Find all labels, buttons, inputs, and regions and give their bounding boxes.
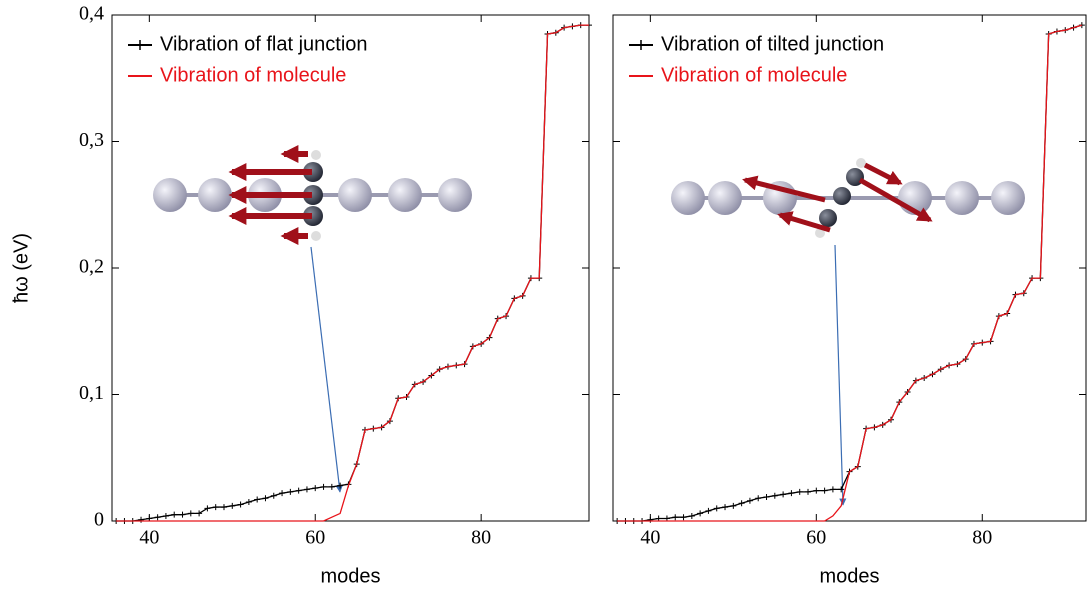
point-marker <box>738 500 745 507</box>
y-tick-label: 0 <box>94 509 104 531</box>
point-marker <box>320 483 327 490</box>
plot-frame <box>612 14 1087 522</box>
point-marker <box>303 486 310 493</box>
point-marker <box>212 504 219 511</box>
point-marker <box>204 505 211 512</box>
point-marker <box>254 496 261 503</box>
point-marker <box>138 516 145 523</box>
x-tick-label: 60 <box>305 527 325 549</box>
point-marker <box>722 504 729 511</box>
point-marker <box>337 482 344 489</box>
point-marker <box>838 486 845 493</box>
legend-label: Vibration of molecule <box>661 64 847 86</box>
point-marker <box>295 487 302 494</box>
plot-area <box>614 22 1085 524</box>
x-tick-label: 40 <box>139 527 159 549</box>
point-marker <box>287 488 294 495</box>
point-marker <box>229 502 236 509</box>
y-tick-label: 0,4 <box>79 3 104 25</box>
y-tick-label: 0,3 <box>79 129 104 151</box>
x-axis-label: modes <box>320 565 380 587</box>
point-marker <box>162 512 169 519</box>
point-marker <box>647 516 654 523</box>
point-marker <box>237 501 244 508</box>
point-marker <box>763 493 770 500</box>
point-marker <box>713 505 720 512</box>
point-marker <box>829 486 836 493</box>
x-tick-label: 80 <box>471 527 491 549</box>
point-marker <box>755 495 762 502</box>
plot-area <box>113 22 592 524</box>
legend-label: Vibration of tilted junction <box>661 33 884 55</box>
point-marker <box>312 485 319 492</box>
legend-label: Vibration of flat junction <box>160 33 368 55</box>
series-line <box>116 24 589 522</box>
point-marker <box>171 511 178 518</box>
point-marker <box>771 492 778 499</box>
point-marker <box>279 490 286 497</box>
point-marker <box>245 499 252 506</box>
point-marker <box>187 510 194 517</box>
y-tick-label: 0,2 <box>79 256 104 278</box>
point-marker <box>730 502 737 509</box>
point-marker <box>746 497 753 504</box>
point-marker <box>154 514 161 521</box>
point-marker <box>220 504 227 511</box>
point-marker <box>328 483 335 490</box>
point-marker <box>780 491 787 498</box>
series-line <box>617 24 1083 522</box>
point-marker <box>805 488 812 495</box>
point-marker <box>179 511 186 518</box>
point-marker <box>672 514 679 521</box>
molecule-tilted <box>671 158 1025 506</box>
series-line <box>617 24 1083 522</box>
point-marker <box>821 487 828 494</box>
legend-label: Vibration of molecule <box>160 64 346 86</box>
point-marker <box>813 487 820 494</box>
point-marker <box>788 490 795 497</box>
point-marker <box>796 488 803 495</box>
point-marker <box>680 514 687 521</box>
y-axis-label: ħω (eV) <box>10 233 32 303</box>
point-marker <box>262 495 269 502</box>
point-marker <box>688 512 695 519</box>
point-marker <box>196 510 203 517</box>
x-axis-label: modes <box>819 565 879 587</box>
point-marker <box>697 510 704 517</box>
x-tick-label: 60 <box>806 527 826 549</box>
molecule-flat <box>153 145 472 493</box>
series-line <box>116 24 589 522</box>
x-tick-label: 80 <box>972 527 992 549</box>
y-tick-label: 0,1 <box>79 382 104 404</box>
x-tick-label: 40 <box>640 527 660 549</box>
point-marker <box>270 492 277 499</box>
point-marker <box>705 507 712 514</box>
plot-frame <box>111 14 590 522</box>
